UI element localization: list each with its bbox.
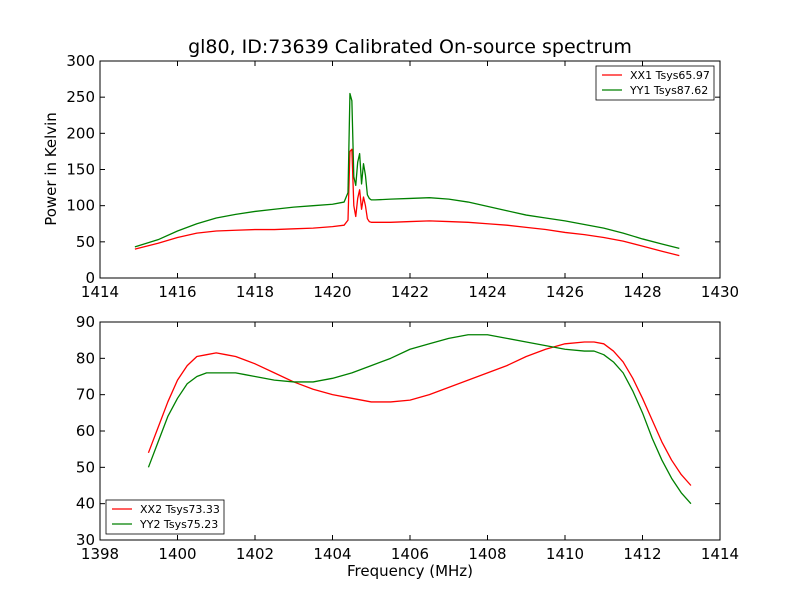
- y-tick-label: 50: [76, 233, 95, 251]
- series-lines: [147, 334, 692, 505]
- y-tick-label: 50: [76, 458, 95, 476]
- x-tick-label: 1398: [81, 545, 119, 563]
- x-tick-label: 1402: [236, 545, 274, 563]
- y-tick-label: 0: [85, 269, 95, 287]
- x-tick-label: 1420: [313, 283, 351, 301]
- x-tick-label: 1412: [623, 545, 661, 563]
- legend-box: [105, 499, 225, 535]
- x-tick-label: 1426: [546, 283, 584, 301]
- x-tick-label: 1428: [623, 283, 661, 301]
- series-lines: [134, 92, 680, 257]
- x-tick-label: 1404: [313, 545, 351, 563]
- y-tick-label: 60: [76, 422, 95, 440]
- y-tick-label: 70: [76, 386, 95, 404]
- legend-label: XX2 Tsys73.33: [140, 503, 220, 516]
- x-tick-label: 1418: [236, 283, 274, 301]
- series-line-1: [134, 148, 680, 257]
- y-tick-label: 300: [66, 52, 95, 70]
- y-axis-label: Power in Kelvin: [42, 112, 60, 226]
- x-tick-label: 1410: [546, 545, 584, 563]
- x-tick-label: 1406: [391, 545, 429, 563]
- x-tick-label: 1430: [701, 283, 739, 301]
- legend-label: YY2 Tsys75.23: [139, 518, 218, 531]
- bottom-chart: Frequency (MHz) 1398 1400 1402 1404 1406 1408…: [76, 313, 739, 580]
- y-tick-label: 40: [76, 495, 95, 513]
- series-line-2: [134, 92, 680, 249]
- x-tick-label: 1422: [391, 283, 429, 301]
- y-tick-label: 150: [66, 161, 95, 179]
- axes: 1414 1416 1418 1420 1422 1424 1426 1428 1430 0 50 1…: [66, 52, 739, 301]
- legend-label: XX1 Tsys65.97: [630, 69, 710, 82]
- y-tick-label: 90: [76, 313, 95, 331]
- x-tick-label: 1400: [158, 545, 196, 563]
- x-tick-label: 1414: [701, 545, 739, 563]
- legend-box: [595, 65, 715, 101]
- chart-title: gl80, ID:73639 Calibrated On-source spec…: [188, 36, 632, 58]
- series-line-2: [147, 334, 692, 505]
- series-line-1: [147, 341, 692, 486]
- top-chart: gl80, ID:73639 Calibrated On-source spec…: [42, 36, 739, 301]
- x-tick-label: 1408: [468, 545, 506, 563]
- x-tick-label: 1416: [158, 283, 196, 301]
- x-tick-label: 1414: [81, 283, 119, 301]
- x-tick-label: 1424: [468, 283, 506, 301]
- axes: 1398 1400 1402 1404 1406 1408 1410 1412 1414 30 40…: [76, 313, 739, 563]
- x-axis-label: Frequency (MHz): [347, 562, 473, 580]
- legend-label: YY1 Tsys87.62: [629, 84, 708, 97]
- legend: XX1 Tsys65.97 YY1 Tsys87.62: [595, 65, 715, 101]
- y-tick-label: 200: [66, 124, 95, 142]
- y-tick-label: 30: [76, 531, 95, 549]
- legend: XX2 Tsys73.33 YY2 Tsys75.23: [105, 499, 225, 535]
- y-tick-label: 100: [66, 197, 95, 215]
- y-tick-label: 250: [66, 88, 95, 106]
- y-tick-label: 80: [76, 349, 95, 367]
